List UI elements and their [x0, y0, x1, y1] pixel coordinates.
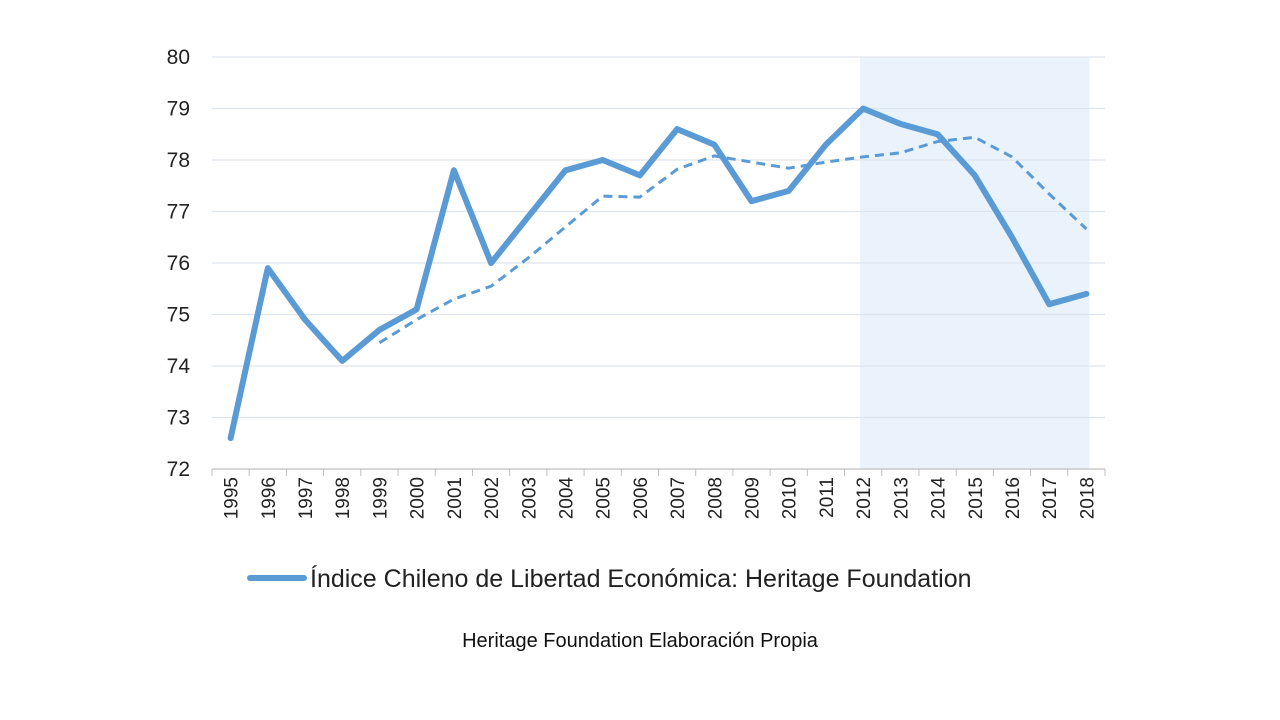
x-tick-label-1998: 1998 — [333, 477, 354, 519]
y-tick-label-80: 80 — [167, 46, 190, 69]
x-tick-label-2005: 2005 — [594, 477, 615, 519]
y-tick-label-78: 78 — [167, 149, 190, 172]
x-tick-label-2013: 2013 — [891, 477, 912, 519]
x-tick-label-2002: 2002 — [482, 477, 503, 519]
x-tick-label-2011: 2011 — [817, 477, 838, 518]
x-tick-label-2010: 2010 — [780, 477, 801, 519]
series-line-index — [227, 105, 1090, 442]
source-note: Heritage Foundation Elaboración Propia — [462, 630, 818, 652]
x-tick-label-2008: 2008 — [705, 477, 726, 519]
x-tick-label-2000: 2000 — [408, 477, 429, 519]
y-tick-label-73: 73 — [167, 407, 190, 430]
x-tick-label-2018: 2018 — [1077, 477, 1098, 519]
y-tick-label-77: 77 — [167, 201, 190, 224]
y-tick-label-72: 72 — [167, 458, 190, 481]
x-tick-label-1997: 1997 — [296, 477, 317, 519]
x-tick-label-2006: 2006 — [631, 477, 652, 519]
x-tick-label-2017: 2017 — [1040, 477, 1061, 519]
trend-line-dashed — [378, 135, 1088, 345]
x-tick-label-2016: 2016 — [1003, 477, 1024, 519]
x-tick-label-1995: 1995 — [222, 477, 243, 519]
legend-label: Índice Chileno de Libertad Económica: He… — [310, 564, 972, 593]
x-tick-label-2007: 2007 — [668, 477, 689, 519]
y-tick-label-79: 79 — [167, 98, 190, 121]
y-tick-label-74: 74 — [167, 355, 191, 378]
x-tick-label-2003: 2003 — [519, 477, 540, 519]
y-tick-label-76: 76 — [167, 252, 190, 275]
x-tick-label-2004: 2004 — [556, 477, 577, 520]
x-tick-label-1999: 1999 — [370, 477, 391, 519]
y-tick-label-75: 75 — [167, 304, 190, 327]
x-tick-label-2015: 2015 — [966, 477, 987, 519]
x-tick-label-2001: 2001 — [445, 477, 466, 519]
x-tick-label-2009: 2009 — [743, 477, 764, 519]
x-tick-label-2012: 2012 — [854, 477, 875, 519]
x-tick-label-1996: 1996 — [259, 477, 280, 519]
x-tick-label-2014: 2014 — [929, 477, 950, 520]
